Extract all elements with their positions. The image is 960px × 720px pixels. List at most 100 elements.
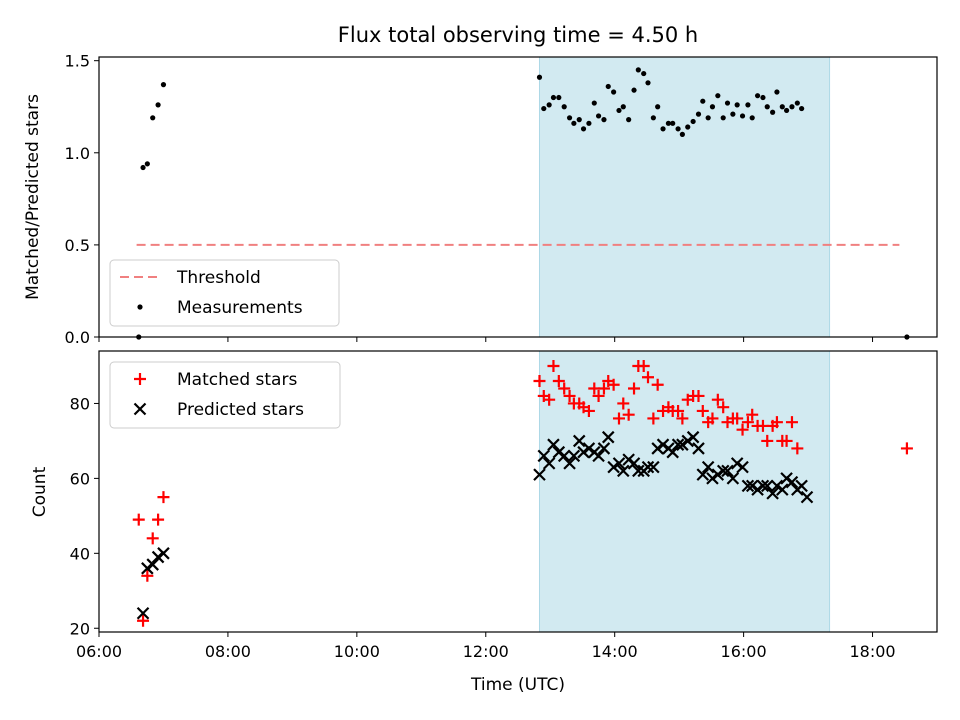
data-point-x — [627, 457, 641, 470]
data-point-dot — [685, 124, 691, 130]
data-point-plus — [137, 614, 150, 627]
data-point-dot — [660, 126, 666, 132]
y-tick-label: 1.0 — [65, 144, 90, 163]
data-point-x — [651, 442, 664, 455]
x-tick-label: 08:00 — [205, 642, 251, 661]
data-point-plus — [672, 404, 685, 417]
data-point-plus — [746, 408, 759, 421]
data-point-dot — [645, 80, 651, 86]
data-point-x — [641, 460, 655, 474]
data-point-x — [701, 460, 715, 474]
data-point-dot — [764, 104, 770, 110]
data-point-dot — [709, 104, 716, 110]
x-axis-label: Time (UTC) — [470, 675, 565, 695]
data-point-dot — [586, 120, 592, 126]
legend: Matched stars Predicted stars — [109, 361, 341, 429]
data-point-dot — [556, 94, 562, 101]
data-point-dot — [631, 87, 637, 93]
data-point-dot — [794, 100, 800, 106]
data-point-x — [711, 468, 725, 481]
data-point-plus — [637, 359, 650, 372]
data-point-x — [577, 445, 590, 459]
data-point-dot — [655, 104, 661, 110]
data-point-dot — [749, 115, 755, 121]
data-point-x — [151, 550, 165, 564]
data-point-plus — [770, 416, 783, 429]
data-point-plus — [692, 389, 705, 402]
data-point-plus — [622, 408, 635, 421]
data-point-dot — [715, 93, 721, 99]
data-point-x — [612, 457, 626, 470]
data-point-plus — [547, 359, 560, 372]
data-point-x — [676, 438, 689, 451]
data-point-x — [770, 479, 784, 493]
data-point-dot — [546, 102, 552, 108]
data-point-x — [537, 449, 551, 463]
x-tick-label: 06:00 — [76, 642, 122, 661]
data-point-x — [632, 464, 645, 478]
data-point-x — [656, 438, 670, 451]
data-point-x — [146, 558, 159, 571]
data-point-x — [136, 606, 150, 620]
data-point-dot — [779, 104, 785, 110]
data-point-dot — [566, 115, 573, 121]
legend-label: Threshold — [176, 268, 261, 288]
data-point-dot — [605, 83, 611, 90]
data-point-dot — [799, 105, 805, 112]
data-point-plus — [597, 382, 610, 395]
data-point-plus — [706, 412, 719, 425]
data-point-dot — [550, 94, 557, 101]
data-point-plus — [780, 434, 793, 447]
data-point-plus — [651, 378, 664, 391]
data-point-dot — [140, 164, 146, 171]
data-point-x — [780, 472, 793, 485]
data-point-dot — [601, 117, 607, 123]
data-point-dot — [745, 102, 751, 108]
legend: Threshold Measurements — [109, 259, 340, 327]
data-point-x — [745, 479, 759, 493]
data-point-x — [726, 472, 740, 485]
data-point-x — [800, 490, 814, 504]
data-point-plus — [543, 393, 556, 406]
data-point-dot — [641, 70, 647, 77]
data-point-plus — [558, 382, 571, 395]
data-point-dot — [576, 117, 582, 123]
legend-label: Predicted stars — [177, 400, 304, 420]
axes-frame — [98, 350, 938, 633]
data-point-x — [601, 430, 615, 444]
y-tick-label: 40 — [70, 544, 90, 563]
data-point-dot — [783, 107, 790, 114]
data-point-dot — [561, 104, 567, 110]
data-point-x — [756, 479, 770, 493]
data-point-plus — [741, 416, 754, 429]
data-point-dot — [635, 67, 641, 73]
data-point-x — [671, 438, 685, 451]
data-point-x — [741, 479, 755, 493]
data-point-dot — [536, 74, 543, 80]
data-point-plus — [607, 378, 620, 391]
data-point-dot — [730, 111, 736, 117]
data-point-plus — [736, 423, 749, 436]
data-point-plus — [152, 513, 165, 526]
data-point-x — [706, 472, 719, 485]
data-point-plus — [731, 412, 744, 425]
data-point-x — [760, 479, 774, 493]
data-point-dot — [734, 102, 740, 108]
data-point-x — [557, 449, 571, 463]
data-point-dot — [754, 93, 761, 99]
data-point-x — [622, 453, 635, 466]
data-point-dot — [679, 131, 685, 137]
data-point-x — [696, 468, 710, 481]
data-point-dot — [705, 115, 711, 121]
data-point-x — [751, 483, 764, 496]
data-point-x — [730, 457, 744, 470]
data-point-dot — [700, 98, 706, 104]
y-tick-label: 80 — [70, 394, 90, 413]
data-point-x — [582, 442, 596, 455]
legend-box — [109, 361, 341, 429]
data-point-dot — [665, 120, 672, 126]
data-point-x — [542, 457, 556, 470]
legend-label: Measurements — [177, 298, 303, 318]
x-tick-label: 12:00 — [463, 642, 509, 661]
data-point-plus — [592, 389, 605, 402]
